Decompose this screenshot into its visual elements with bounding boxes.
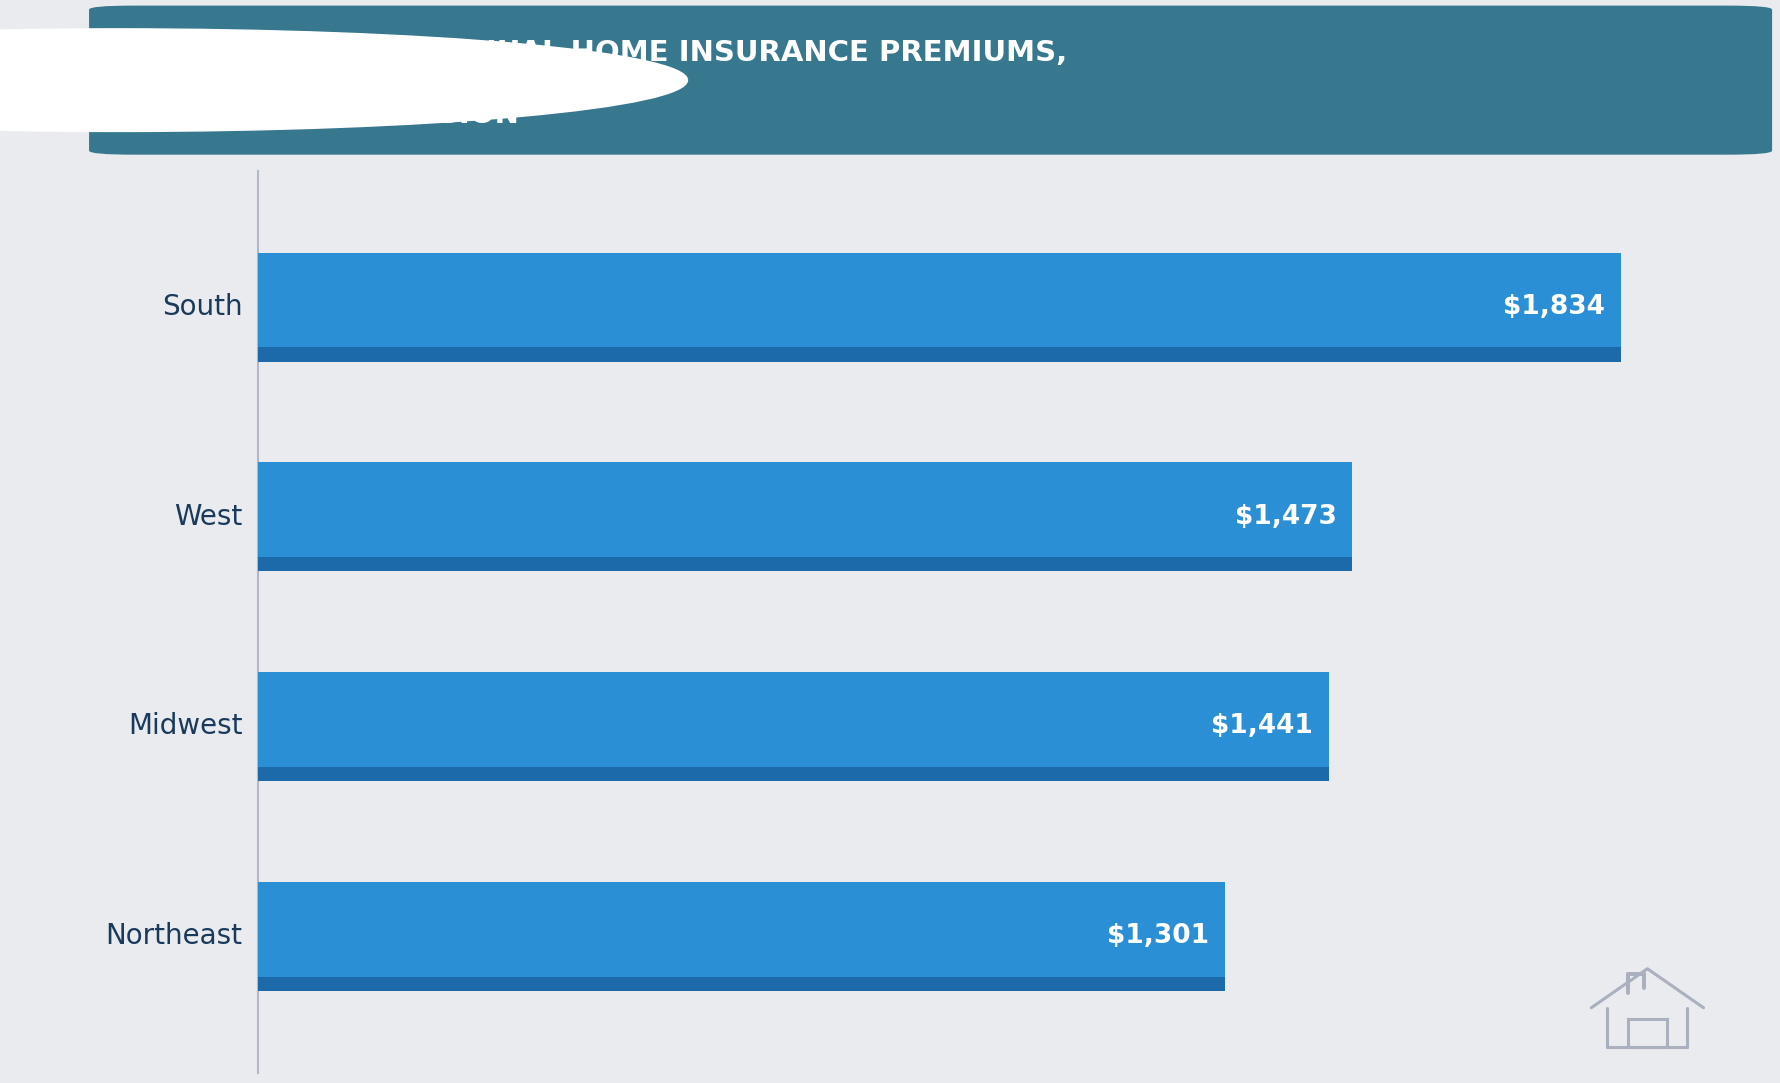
Text: BY U.S. REGION: BY U.S. REGION (263, 102, 518, 129)
Bar (258, 977, 1225, 991)
Text: AVERAGE ANNUAL HOME INSURANCE PREMIUMS,: AVERAGE ANNUAL HOME INSURANCE PREMIUMS, (263, 39, 1066, 67)
Text: $1,473: $1,473 (1234, 504, 1337, 530)
Text: Northeast: Northeast (105, 923, 242, 950)
Text: Midwest: Midwest (128, 713, 242, 741)
Bar (258, 348, 1620, 362)
FancyBboxPatch shape (89, 5, 1771, 155)
Bar (258, 557, 1351, 572)
Text: South: South (162, 293, 242, 321)
Text: $1,441: $1,441 (1210, 714, 1312, 740)
Text: West: West (174, 503, 242, 531)
Bar (258, 462, 1351, 572)
Bar (258, 767, 1328, 781)
Bar (258, 882, 1225, 991)
Bar (258, 671, 1328, 781)
Bar (258, 252, 1620, 362)
Text: $1,834: $1,834 (1502, 295, 1604, 321)
Circle shape (0, 29, 687, 131)
Text: $1,301: $1,301 (1105, 923, 1209, 949)
Bar (1627, 1019, 1666, 1046)
